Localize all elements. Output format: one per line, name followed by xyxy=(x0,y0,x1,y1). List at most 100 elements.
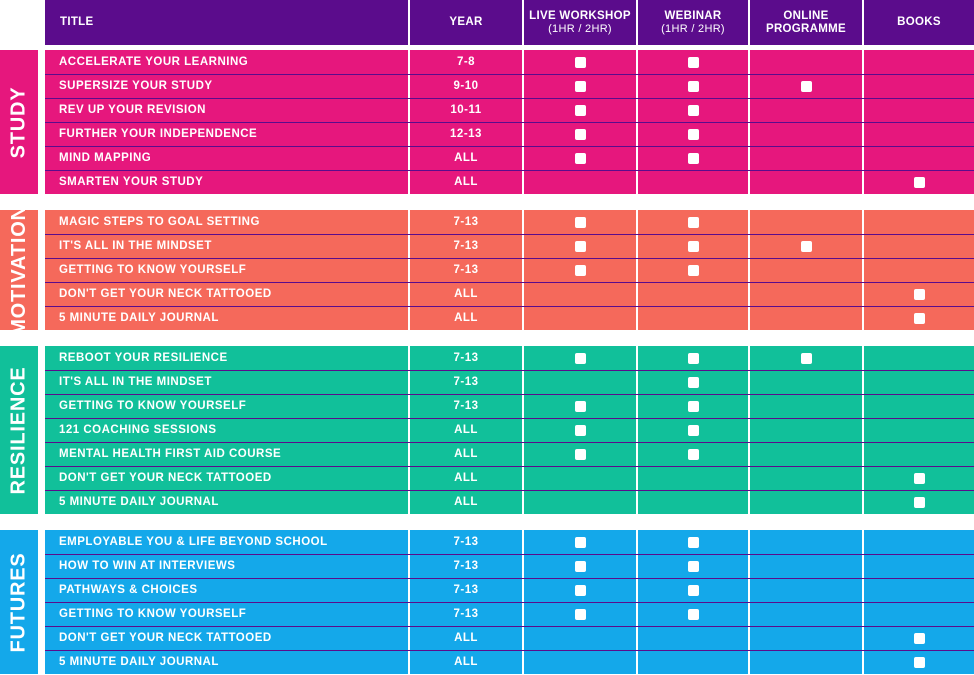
column-divider xyxy=(748,530,750,554)
column-divider xyxy=(862,530,864,554)
column-divider xyxy=(522,578,524,602)
column-divider xyxy=(522,234,524,258)
column-divider xyxy=(748,282,750,306)
column-divider xyxy=(636,306,638,330)
column-divider xyxy=(748,170,750,194)
checkbox-icon xyxy=(687,128,699,140)
column-divider xyxy=(748,74,750,98)
column-divider xyxy=(408,50,410,74)
column-divider xyxy=(862,370,864,394)
row-year: 7-8 xyxy=(456,56,476,68)
row-books-cell xyxy=(864,146,974,170)
table-row: 5 MINUTE DAILY JOURNAL ALL xyxy=(45,650,974,674)
row-year: 7-13 xyxy=(453,608,479,620)
column-divider xyxy=(408,346,410,370)
column-divider xyxy=(408,490,410,514)
column-divider xyxy=(408,210,410,234)
table-row: PATHWAYS & CHOICES 7-13 xyxy=(45,578,974,602)
row-live-cell xyxy=(524,74,636,98)
section-label-text: MOTIVATION xyxy=(7,210,30,330)
row-books-cell xyxy=(864,50,974,74)
row-live-cell xyxy=(524,122,636,146)
row-live-cell xyxy=(524,530,636,554)
column-divider xyxy=(408,98,410,122)
table-header: TITLE YEAR LIVE WORKSHOP (1HR / 2HR) WEB… xyxy=(0,0,974,45)
table-row: DON'T GET YOUR NECK TATTOOED ALL xyxy=(45,282,974,306)
row-title: EMPLOYABLE YOU & LIFE BEYOND SCHOOL xyxy=(59,536,328,548)
column-divider xyxy=(408,306,410,330)
checkbox-icon xyxy=(574,152,586,164)
column-divider xyxy=(408,282,410,306)
column-divider xyxy=(748,234,750,258)
column-divider xyxy=(522,530,524,554)
row-online-cell xyxy=(750,306,862,330)
row-year: 7-13 xyxy=(453,584,479,596)
row-title: DON'T GET YOUR NECK TATTOOED xyxy=(59,472,272,484)
row-year: 7-13 xyxy=(453,376,479,388)
column-divider xyxy=(636,282,638,306)
column-divider xyxy=(862,626,864,650)
section-label: STUDY xyxy=(0,50,38,194)
row-webinar-cell xyxy=(638,74,748,98)
row-online-cell xyxy=(750,530,862,554)
column-divider xyxy=(408,74,410,98)
column-divider xyxy=(862,602,864,626)
section-label: FUTURES xyxy=(0,530,38,674)
column-divider xyxy=(408,602,410,626)
row-title: 5 MINUTE DAILY JOURNAL xyxy=(59,496,219,508)
column-divider xyxy=(862,490,864,514)
row-books-cell xyxy=(864,394,974,418)
column-divider xyxy=(522,122,524,146)
row-online-cell xyxy=(750,50,862,74)
checkbox-icon xyxy=(574,216,586,228)
row-year: ALL xyxy=(454,496,478,508)
column-divider xyxy=(748,650,750,674)
row-year: 12-13 xyxy=(450,128,482,140)
column-divider xyxy=(408,394,410,418)
row-title: FURTHER YOUR INDEPENDENCE xyxy=(59,128,258,140)
row-online-cell xyxy=(750,122,862,146)
column-divider xyxy=(862,650,864,674)
column-divider xyxy=(522,442,524,466)
row-divider xyxy=(45,98,974,99)
row-year: 7-13 xyxy=(453,536,479,548)
checkbox-icon xyxy=(687,584,699,596)
column-divider xyxy=(522,394,524,418)
column-divider xyxy=(408,146,410,170)
row-webinar-cell xyxy=(638,394,748,418)
column-divider xyxy=(636,490,638,514)
checkbox-icon xyxy=(687,400,699,412)
row-webinar-cell xyxy=(638,234,748,258)
row-title: 121 COACHING SESSIONS xyxy=(59,424,217,436)
row-live-cell xyxy=(524,394,636,418)
row-live-cell xyxy=(524,418,636,442)
checkbox-icon xyxy=(913,176,925,188)
table-row: MIND MAPPING ALL xyxy=(45,146,974,170)
checkbox-icon xyxy=(913,656,925,668)
column-divider xyxy=(522,306,524,330)
column-divider xyxy=(636,602,638,626)
column-divider xyxy=(522,626,524,650)
checkbox-icon xyxy=(574,560,586,572)
row-online-cell xyxy=(750,418,862,442)
column-divider xyxy=(862,234,864,258)
row-title: MENTAL HEALTH FIRST AID COURSE xyxy=(59,448,282,460)
table-row: REBOOT YOUR RESILIENCE 7-13 xyxy=(45,346,974,370)
row-online-cell xyxy=(750,258,862,282)
checkbox-icon xyxy=(574,400,586,412)
table-row: IT'S ALL IN THE MINDSET 7-13 xyxy=(45,234,974,258)
row-live-cell xyxy=(524,306,636,330)
column-divider xyxy=(636,98,638,122)
row-divider xyxy=(45,418,974,419)
row-books-cell xyxy=(864,602,974,626)
checkbox-icon xyxy=(913,632,925,644)
column-divider xyxy=(748,418,750,442)
column-divider xyxy=(408,578,410,602)
header-title-label: TITLE xyxy=(60,16,94,28)
row-divider xyxy=(45,146,974,147)
column-divider xyxy=(522,98,524,122)
checkbox-icon xyxy=(687,104,699,116)
column-divider xyxy=(636,530,638,554)
row-online-cell xyxy=(750,394,862,418)
column-divider xyxy=(862,346,864,370)
